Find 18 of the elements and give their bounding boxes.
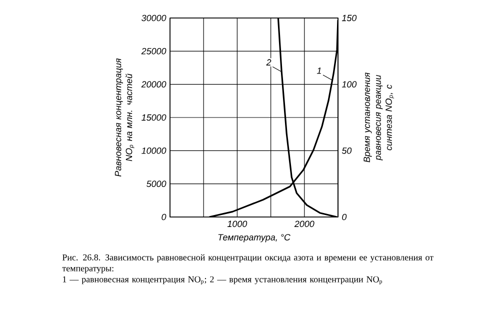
x-tick-label: 2000 (294, 220, 314, 228)
text: Рис. 26.8. Зависимость равновесной концентрации оксида азота и времени ее установления от температуры: (62, 254, 434, 274)
y-tick-label: 25000 (141, 48, 166, 54)
x-tick-label: 1000 (227, 220, 248, 228)
y2-tick-label: 50 (342, 147, 352, 154)
y2-tick-label: 100 (342, 81, 357, 88)
x-axis-title: Температура, °С (218, 234, 290, 242)
y-tick-label: 15000 (142, 114, 166, 121)
annotation: 2 (266, 59, 272, 66)
y2-tick-label: 0 (342, 214, 347, 220)
y-tick-label: 30000 (142, 14, 166, 22)
y-tick-label: 0 (162, 214, 166, 220)
y2-tick-label: 150 (342, 14, 357, 22)
annotation: 1 (316, 68, 321, 74)
y-tick-label: 20000 (141, 81, 166, 88)
y-tick-label: 10000 (142, 147, 166, 154)
text: 1 — равновесная концентрация NO$_{p}$; 2 — время установления концентрации NO$_{p}$ (62, 276, 382, 285)
y-tick-label: 5000 (146, 180, 166, 188)
